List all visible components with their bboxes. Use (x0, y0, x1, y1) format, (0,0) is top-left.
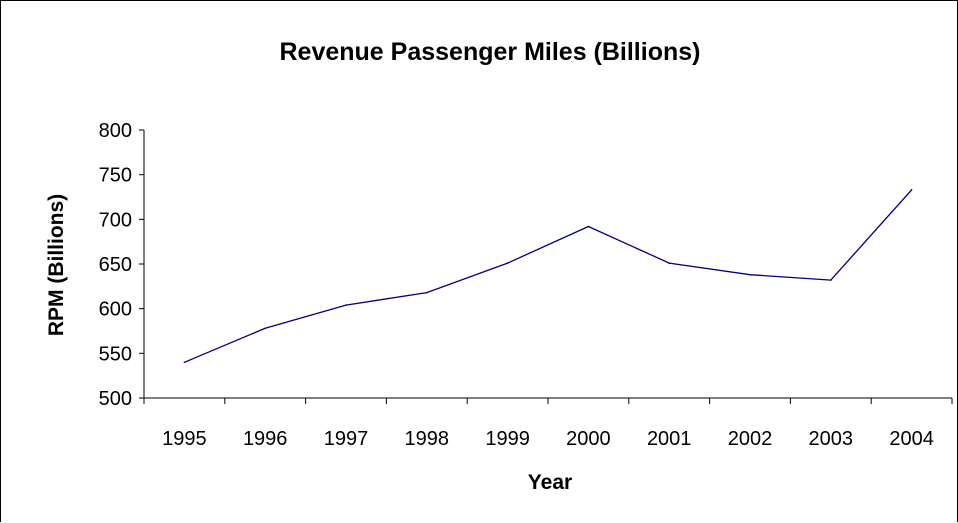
chart-title: Revenue Passenger Miles (Billions) (280, 38, 701, 66)
x-axis-title: Year (528, 471, 572, 494)
x-tick-label: 1995 (162, 428, 207, 450)
data-point (749, 273, 751, 276)
data-point (426, 291, 428, 294)
data-point (830, 279, 832, 281)
x-axis: 1995 1996 1997 1998 1999 2000 2001 2002 2003 2004 (143, 397, 953, 450)
x-tick-label: 1999 (485, 428, 530, 450)
y-tick-label: 600 (99, 299, 132, 321)
data-point (183, 361, 186, 364)
x-tick-label: 1997 (324, 428, 369, 450)
data-point (345, 304, 347, 306)
y-tick-label: 700 (99, 209, 132, 231)
x-tick-label: 1996 (243, 428, 288, 450)
data-point (264, 327, 267, 330)
x-tick-label: 2001 (647, 428, 692, 450)
y-tick-label: 800 (99, 120, 132, 142)
y-axis: 500 550 600 650 700 750 800 (99, 120, 145, 410)
x-tick-label: 1998 (405, 428, 450, 450)
x-tick-label: 2004 (889, 428, 934, 450)
data-point (506, 262, 509, 264)
y-tick-label: 500 (99, 388, 132, 410)
y-axis-title: RPM (Billions) (45, 194, 68, 336)
y-tick-label: 750 (99, 165, 132, 187)
data-point (668, 262, 670, 264)
x-tick-label: 2000 (566, 428, 611, 450)
x-tick-label: 2002 (728, 428, 773, 450)
x-tick-label: 2003 (809, 428, 854, 450)
data-point (587, 225, 590, 228)
series-line (184, 189, 913, 363)
y-tick-label: 650 (99, 254, 132, 276)
series-group (183, 189, 913, 364)
y-tick-label: 550 (99, 343, 132, 365)
data-point (910, 189, 913, 191)
